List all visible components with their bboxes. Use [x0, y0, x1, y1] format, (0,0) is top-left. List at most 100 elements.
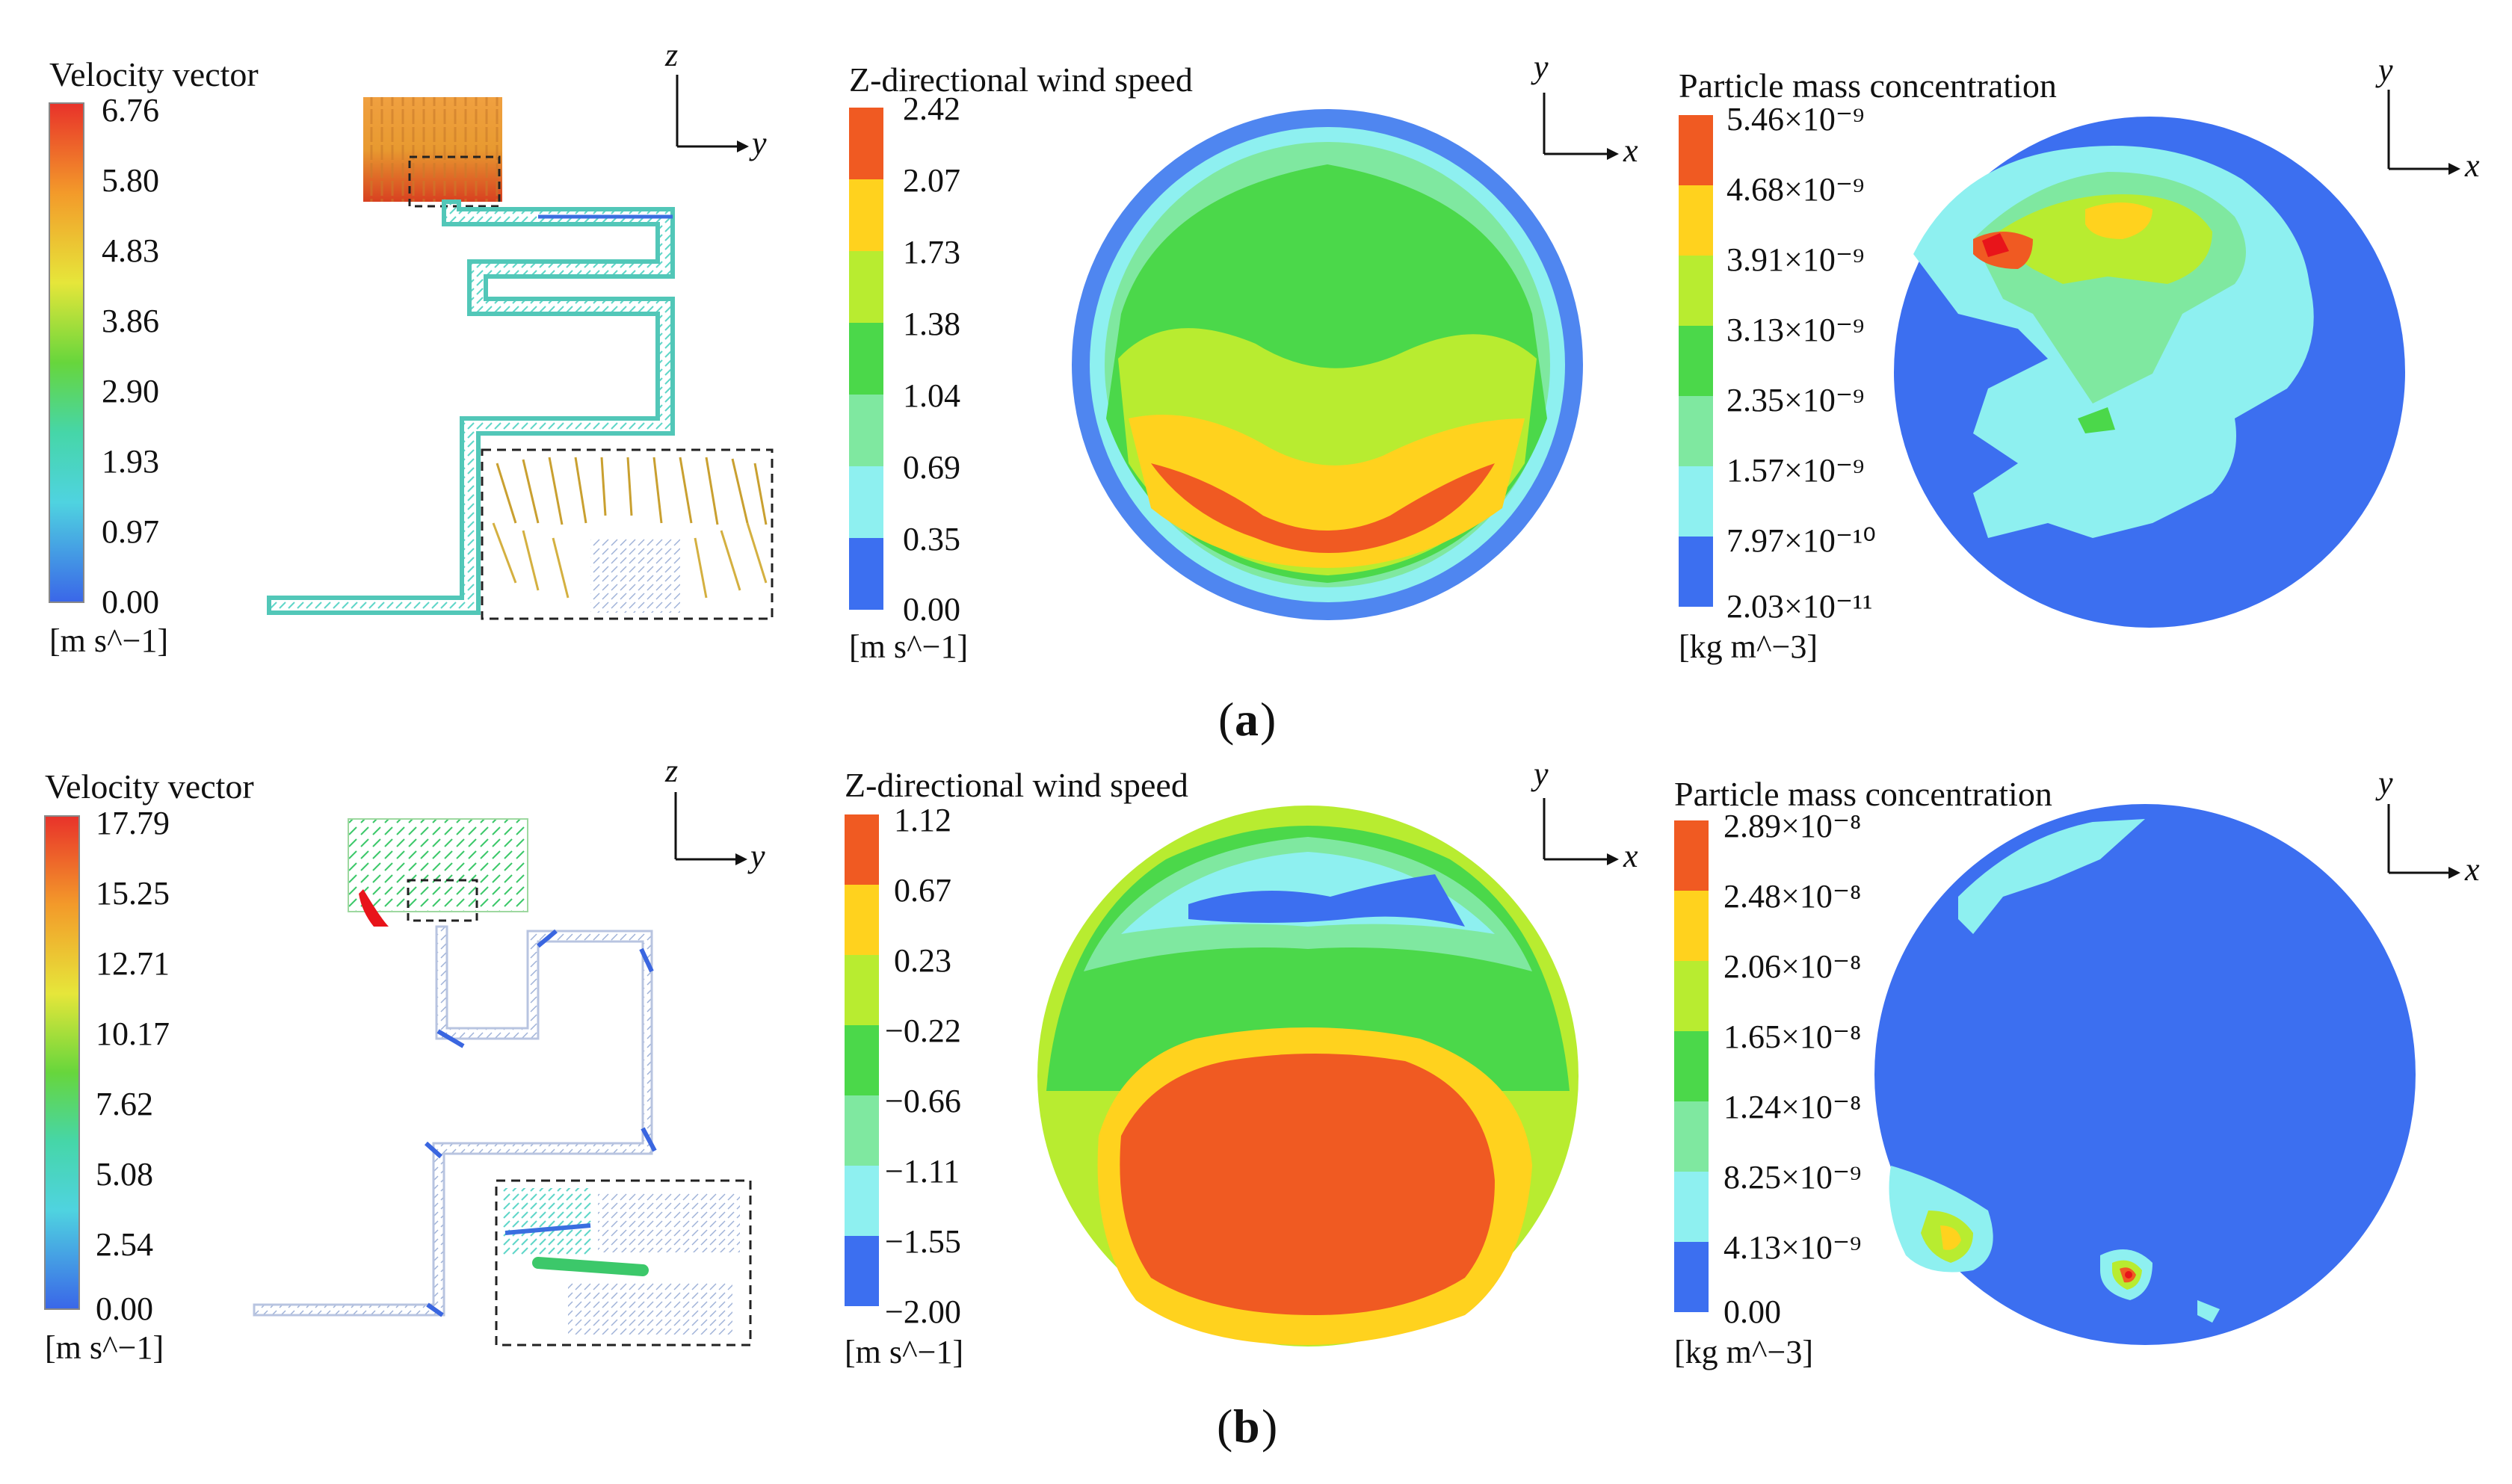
axis-horizontal-a1: y	[749, 125, 767, 161]
inlet-zoom-box-b	[407, 879, 478, 922]
zwind-tick-a-5: 0.69	[903, 449, 960, 486]
particle-tick-b-5: 8.25×10⁻⁹	[1723, 1159, 1861, 1196]
zwind-band-b-5	[845, 1166, 879, 1236]
particle-tick-a-6: 7.97×10⁻¹⁰	[1726, 522, 1876, 559]
velocity-tick-a-4: 2.90	[102, 373, 159, 409]
particle-band-a-3	[1679, 326, 1713, 396]
zwind-tick-b-3: −0.22	[885, 1012, 961, 1049]
particle-band-b-5	[1674, 1172, 1709, 1242]
axis-vertical-a3: y	[2375, 52, 2393, 88]
velocity-colorbar-b	[44, 815, 80, 1310]
velocity-tick-b-0: 17.79	[96, 805, 170, 841]
inlet-jet-b	[359, 889, 389, 927]
particle-band-b-1	[1674, 891, 1709, 961]
particle-band-a-6	[1679, 537, 1713, 607]
particle-panel-a: Particle mass concentration 5.46×10⁻⁹ 4.…	[1679, 52, 2480, 665]
particle-tick-a-0: 5.46×10⁻⁹	[1726, 101, 1864, 137]
zwind-contour-b	[1037, 806, 1579, 1347]
particle-unit-b: [kg m^−3]	[1674, 1334, 1813, 1370]
axis-horizontal-b2: x	[1623, 838, 1638, 874]
particle-contour-a	[1894, 117, 2405, 628]
zwind-tick-a-3: 1.38	[903, 306, 960, 342]
inlet-vectors-a	[363, 97, 502, 202]
particle-colorbar-b	[1674, 820, 1709, 1312]
zwind-title-b: Z-directional wind speed	[845, 766, 1188, 804]
duct-geometry-b	[253, 818, 752, 1347]
zwind-tick-b-4: −0.66	[885, 1083, 961, 1119]
zwind-tick-b-6: −1.55	[885, 1223, 961, 1260]
particle-tick-a-7: 2.03×10⁻¹¹	[1726, 588, 1872, 625]
duct-wall-blue-b	[424, 929, 657, 1317]
zwind-title-a: Z-directional wind speed	[849, 61, 1193, 99]
velocity-tick-b-5: 5.08	[96, 1156, 153, 1193]
zwind-band-b-3	[845, 1025, 879, 1095]
axis-vertical-b3: y	[2375, 764, 2393, 801]
velocity-tick-b-4: 7.62	[96, 1086, 153, 1122]
particle-tick-b-1: 2.48×10⁻⁸	[1723, 878, 1861, 915]
zwind-tick-a-4: 1.04	[903, 377, 960, 414]
particle-tick-a-2: 3.91×10⁻⁹	[1726, 241, 1864, 278]
zwind-tick-a-7: 0.00	[903, 591, 960, 628]
particle-band-a-1	[1679, 185, 1713, 256]
particle-ticks-b: 2.89×10⁻⁸ 2.48×10⁻⁸ 2.06×10⁻⁸ 1.65×10⁻⁸ …	[1723, 808, 1861, 1330]
particle-tick-b-2: 2.06×10⁻⁸	[1723, 948, 1861, 985]
zwind-contour-a	[1072, 109, 1583, 620]
zwind-band-b-1	[845, 885, 879, 955]
zwind-band-a-0	[849, 108, 883, 179]
axis-indicator-a3: y x	[2375, 52, 2480, 184]
zwind-band-a-2	[849, 251, 883, 323]
axis-vertical-b1: z	[664, 752, 678, 789]
zwind-band-a-4	[849, 395, 883, 466]
velocity-unit-a: [m s^−1]	[49, 622, 168, 659]
velocity-colorbar-a	[49, 102, 84, 603]
particle-colorbar-a	[1679, 115, 1713, 607]
axis-horizontal-a2: x	[1623, 132, 1638, 169]
zwind-panel-a: Z-directional wind speed 2.42 2.07 1.73 …	[849, 49, 1638, 665]
velocity-tick-a-7: 0.00	[102, 584, 159, 620]
axis-indicator-b3: y x	[2375, 764, 2480, 888]
zwind-band-b-2	[845, 955, 879, 1025]
particle-band-b-2	[1674, 961, 1709, 1031]
particle-band-b-0	[1674, 820, 1709, 891]
axis-indicator-b1: z y	[664, 752, 765, 874]
velocity-ticks-a: 6.76 5.80 4.83 3.86 2.90 1.93 0.97 0.00	[102, 92, 159, 620]
particle-unit-a: [kg m^−3]	[1679, 628, 1818, 665]
particle-band-a-5	[1679, 466, 1713, 537]
zwind-tick-a-6: 0.35	[903, 521, 960, 557]
velocity-ticks-b: 17.79 15.25 12.71 10.17 7.62 5.08 2.54 0…	[96, 805, 170, 1327]
zwind-ticks-b: 1.12 0.67 0.23 −0.22 −0.66 −1.11 −1.55 −…	[885, 802, 961, 1330]
particle-band-b-4	[1674, 1101, 1709, 1172]
particle-tick-b-6: 4.13×10⁻⁹	[1723, 1229, 1861, 1266]
zwind-band-a-6	[849, 538, 883, 610]
particle-tick-a-4: 2.35×10⁻⁹	[1726, 382, 1864, 418]
caption-b-open: (	[1217, 1400, 1232, 1453]
row-b: Velocity vector 17.79 15.25 12.71 10.17 …	[44, 752, 2480, 1453]
zwind-tick-a-0: 2.42	[903, 90, 960, 127]
axis-horizontal-b3: x	[2464, 851, 2480, 888]
duct-geometry-a	[267, 97, 774, 620]
particle-tick-a-3: 3.13×10⁻⁹	[1726, 312, 1864, 348]
caption-a-close: )	[1260, 693, 1276, 746]
zwind-band-b-6	[845, 1236, 879, 1306]
caption-a-letter: a	[1235, 693, 1259, 746]
axis-indicator-b2: y x	[1531, 755, 1638, 874]
velocity-unit-b: [m s^−1]	[45, 1329, 164, 1366]
axis-vertical-a1: z	[664, 37, 678, 73]
axis-horizontal-a3: x	[2464, 147, 2480, 184]
particle-tick-a-1: 4.68×10⁻⁹	[1726, 171, 1864, 208]
velocity-tick-a-3: 3.86	[102, 303, 159, 339]
inlet-chamber-b	[348, 818, 528, 912]
caption-b-close: )	[1262, 1400, 1277, 1453]
zwind-unit-b: [m s^−1]	[845, 1334, 963, 1370]
particle-contour-b	[1874, 804, 2416, 1345]
particle-tick-b-3: 1.65×10⁻⁸	[1723, 1018, 1861, 1055]
particle-tick-b-0: 2.89×10⁻⁸	[1723, 808, 1861, 844]
axis-horizontal-b1: y	[747, 838, 765, 874]
velocity-tick-b-6: 2.54	[96, 1226, 153, 1263]
zwind-tick-b-2: 0.23	[894, 942, 951, 979]
axis-indicator-a1: z y	[664, 37, 767, 161]
particle-title-b: Particle mass concentration	[1674, 775, 2052, 813]
particle-title-a: Particle mass concentration	[1679, 67, 2057, 105]
zwind-panel-b: Z-directional wind speed 1.12 0.67 0.23 …	[845, 755, 1638, 1370]
particle-tick-b-7: 0.00	[1723, 1293, 1781, 1330]
